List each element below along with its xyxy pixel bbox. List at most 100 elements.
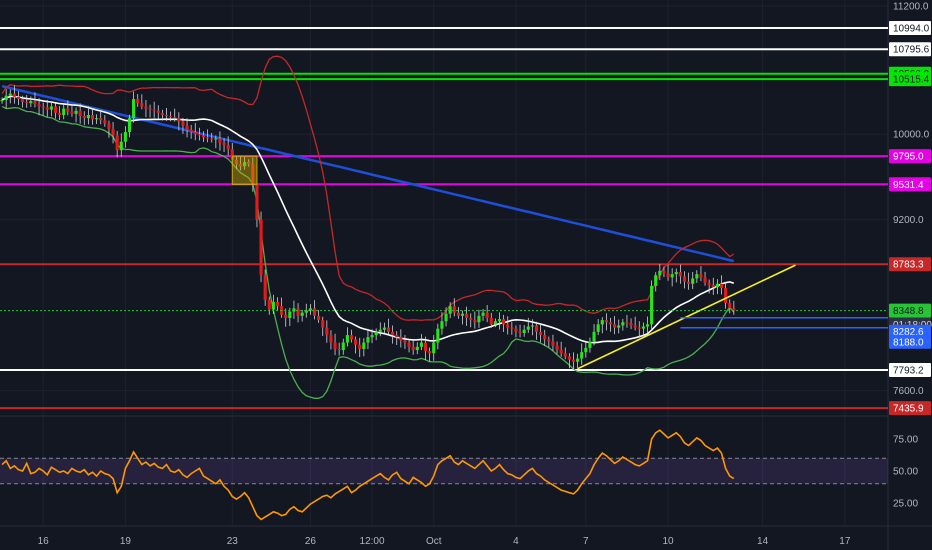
candle-body (403, 340, 407, 343)
candle-body (617, 325, 621, 328)
time-tick-label: 17 (839, 536, 851, 547)
candle-body (238, 164, 243, 167)
candle-body (296, 308, 300, 316)
candle-body (465, 313, 469, 318)
candle-body (555, 345, 559, 351)
candle-body (321, 320, 325, 328)
rsi-tick-label: 50.00 (893, 467, 918, 478)
candle-body (559, 350, 563, 354)
candle-body (70, 111, 74, 114)
candle-body (8, 93, 12, 96)
candle-body (436, 328, 440, 343)
candle-body (502, 319, 506, 325)
candle-body (469, 317, 473, 321)
candle-body (189, 129, 193, 133)
candle-body (419, 342, 423, 347)
trendline (577, 264, 796, 370)
candle-body (12, 93, 16, 97)
candle-body (633, 325, 637, 328)
candle-body (374, 331, 378, 336)
candle-body (271, 301, 275, 310)
candle-body (551, 341, 555, 346)
candle-body (193, 132, 197, 135)
candle-body (428, 351, 432, 354)
candle-body (621, 322, 625, 326)
candle-body (650, 285, 654, 325)
candle-body (255, 183, 259, 220)
candle-body (107, 123, 111, 129)
horizontal-levels (0, 27, 888, 410)
candle-body (662, 270, 666, 274)
candle-body (247, 161, 251, 165)
drawings (0, 155, 888, 370)
candle-body (127, 118, 132, 133)
candle-body (136, 98, 140, 104)
time-tick-label: Oct (426, 536, 442, 547)
level-tag-bg (889, 257, 931, 272)
candle-body (95, 118, 99, 120)
level-tag-bg (889, 72, 931, 87)
candle-body (259, 219, 263, 276)
candle-body (510, 327, 514, 329)
rsi-range-fill (0, 458, 888, 484)
candle-body (411, 346, 415, 351)
level-tag-bg (889, 362, 931, 377)
last-price-tag: 8348.8 (893, 306, 924, 317)
candle-body (452, 306, 456, 313)
candle-body (0, 100, 4, 102)
candle-body (415, 346, 419, 351)
candle-body (641, 326, 645, 329)
bollinger-lower (1, 105, 735, 399)
last-price-tag-bg (889, 303, 931, 318)
candle-body (243, 161, 247, 167)
candle-body (658, 270, 662, 276)
candle-body (74, 110, 78, 114)
level-tag-bg (889, 149, 931, 164)
candle-body (481, 312, 485, 316)
rsi-series-line (1, 429, 735, 521)
candle-body (518, 331, 522, 333)
candle-body (386, 327, 391, 332)
candle-body (423, 342, 428, 352)
level-tag: 7793.2 (893, 365, 924, 376)
candle-body (226, 144, 230, 150)
level-tag-bg (889, 401, 931, 416)
candle-body (567, 356, 571, 360)
candle-body (354, 339, 358, 345)
blue-level-tag: 8282.6 (893, 327, 924, 338)
rsi-tick-label: 25.00 (893, 498, 918, 509)
candle-body (395, 335, 399, 338)
candle-body (625, 322, 629, 324)
candle-body (370, 335, 374, 338)
candle-body (732, 308, 736, 311)
candle-body (703, 277, 707, 283)
candle-body (29, 101, 33, 104)
candle-body (580, 352, 584, 359)
rsi-tick-label: 75.00 (893, 435, 918, 446)
level-tag: 8783.3 (893, 260, 924, 271)
candle-body (169, 116, 173, 118)
candle-body (275, 301, 280, 307)
candle-body (230, 149, 234, 160)
candle-body (164, 114, 169, 117)
candle-body (682, 276, 687, 282)
time-tick-label: 12:00 (360, 536, 385, 547)
candle-body (317, 315, 321, 321)
candle-body (547, 339, 551, 342)
candle-body (58, 112, 62, 115)
candle-body (222, 142, 226, 145)
candle-body (210, 138, 214, 140)
candle-body (629, 323, 633, 326)
price-tick-label: 11200.0 (893, 2, 929, 13)
indicator-lines (1, 55, 735, 399)
candle-body (699, 274, 703, 278)
candle-body (391, 331, 395, 336)
candle-body (349, 335, 354, 340)
candle-body (37, 104, 41, 107)
candle-body (160, 112, 164, 115)
candle-body (711, 284, 715, 287)
candle-body (526, 326, 530, 330)
candle-body (588, 341, 592, 348)
